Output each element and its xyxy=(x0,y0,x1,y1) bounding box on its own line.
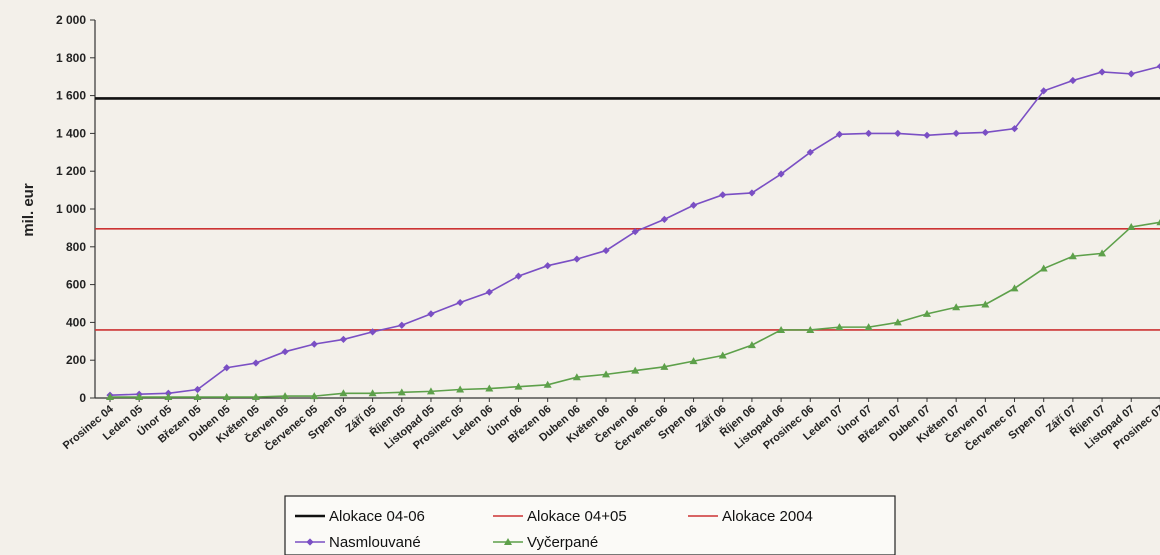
data-point xyxy=(1069,76,1077,85)
data-point xyxy=(806,325,815,333)
y-tick-label: 1 400 xyxy=(56,126,86,140)
data-point xyxy=(922,309,931,317)
data-point xyxy=(339,389,348,397)
data-point xyxy=(514,382,523,390)
data-point xyxy=(806,148,814,156)
data-point xyxy=(164,393,173,401)
data-point xyxy=(952,129,960,137)
data-point xyxy=(573,255,581,263)
y-tick-label: 800 xyxy=(66,240,86,254)
data-point xyxy=(1127,222,1136,230)
data-point xyxy=(748,189,756,197)
data-point xyxy=(602,246,610,255)
legend-label: Alokace 2004 xyxy=(722,508,813,525)
data-point xyxy=(835,323,844,331)
data-point xyxy=(602,370,611,378)
data-point xyxy=(339,335,348,344)
data-point xyxy=(835,130,844,138)
data-point xyxy=(222,393,231,401)
data-point xyxy=(193,393,202,401)
y-tick-label: 200 xyxy=(66,353,86,367)
data-point xyxy=(427,310,435,318)
data-point xyxy=(923,131,931,139)
data-point xyxy=(894,129,902,137)
data-point xyxy=(398,321,406,329)
y-tick-label: 1 800 xyxy=(56,51,86,65)
data-point xyxy=(981,128,989,137)
data-point xyxy=(865,129,873,137)
y-tick-label: 1 600 xyxy=(56,89,86,103)
data-point xyxy=(952,303,961,311)
data-point xyxy=(456,298,464,307)
data-point xyxy=(1068,252,1077,260)
data-point xyxy=(543,380,552,388)
data-point xyxy=(397,388,406,396)
data-point xyxy=(777,325,786,333)
legend-label: Alokace 04+05 xyxy=(527,508,627,525)
data-point xyxy=(660,362,669,370)
data-point xyxy=(310,392,319,400)
y-axis-label: mil. eur xyxy=(20,183,37,237)
data-point xyxy=(544,262,552,270)
data-point xyxy=(368,389,377,397)
data-point xyxy=(631,366,640,374)
legend-box xyxy=(284,495,896,555)
data-point xyxy=(1010,284,1019,292)
legend-marker xyxy=(306,538,314,546)
data-point xyxy=(864,323,873,331)
data-point xyxy=(369,328,377,336)
y-tick-label: 400 xyxy=(66,315,86,329)
data-point xyxy=(310,340,318,348)
data-point xyxy=(106,393,114,401)
data-point xyxy=(631,228,639,236)
y-tick-label: 1 200 xyxy=(56,164,86,178)
y-tick-label: 0 xyxy=(79,391,86,405)
data-point xyxy=(281,392,290,400)
data-point xyxy=(251,393,260,401)
data-point xyxy=(223,364,231,372)
data-point xyxy=(719,191,727,199)
y-tick-label: 2 000 xyxy=(56,13,86,27)
data-point xyxy=(660,215,668,223)
data-point xyxy=(893,318,902,326)
data-point xyxy=(193,385,202,394)
data-point xyxy=(514,272,523,280)
data-point xyxy=(718,351,727,359)
data-point xyxy=(572,373,581,381)
legend-label: Vyčerpané xyxy=(527,534,598,551)
y-tick-label: 600 xyxy=(66,278,86,292)
legend-label: Nasmlouvané xyxy=(329,534,421,551)
legend: Alokace 04-06 Alokace 04+05 Alokace 2004 Na… xyxy=(284,495,896,555)
data-point xyxy=(485,288,493,296)
data-point xyxy=(135,393,144,401)
data-point xyxy=(456,385,465,393)
data-point xyxy=(1098,68,1106,76)
data-point xyxy=(689,201,698,209)
data-point xyxy=(281,348,289,356)
data-point xyxy=(1098,249,1107,257)
data-point xyxy=(1156,218,1160,226)
data-point xyxy=(1010,125,1019,133)
data-point xyxy=(777,170,785,178)
data-point xyxy=(485,384,494,392)
data-point xyxy=(252,359,260,367)
legend-marker xyxy=(504,538,512,545)
data-point xyxy=(981,300,990,308)
data-point xyxy=(747,341,756,349)
data-point xyxy=(1039,264,1048,272)
data-point xyxy=(426,387,435,395)
data-point xyxy=(1127,70,1135,78)
y-tick-label: 1 000 xyxy=(56,202,86,216)
data-point xyxy=(1156,63,1160,70)
data-point xyxy=(689,357,698,365)
legend-label: Alokace 04-06 xyxy=(329,508,425,525)
data-point xyxy=(1040,87,1048,95)
